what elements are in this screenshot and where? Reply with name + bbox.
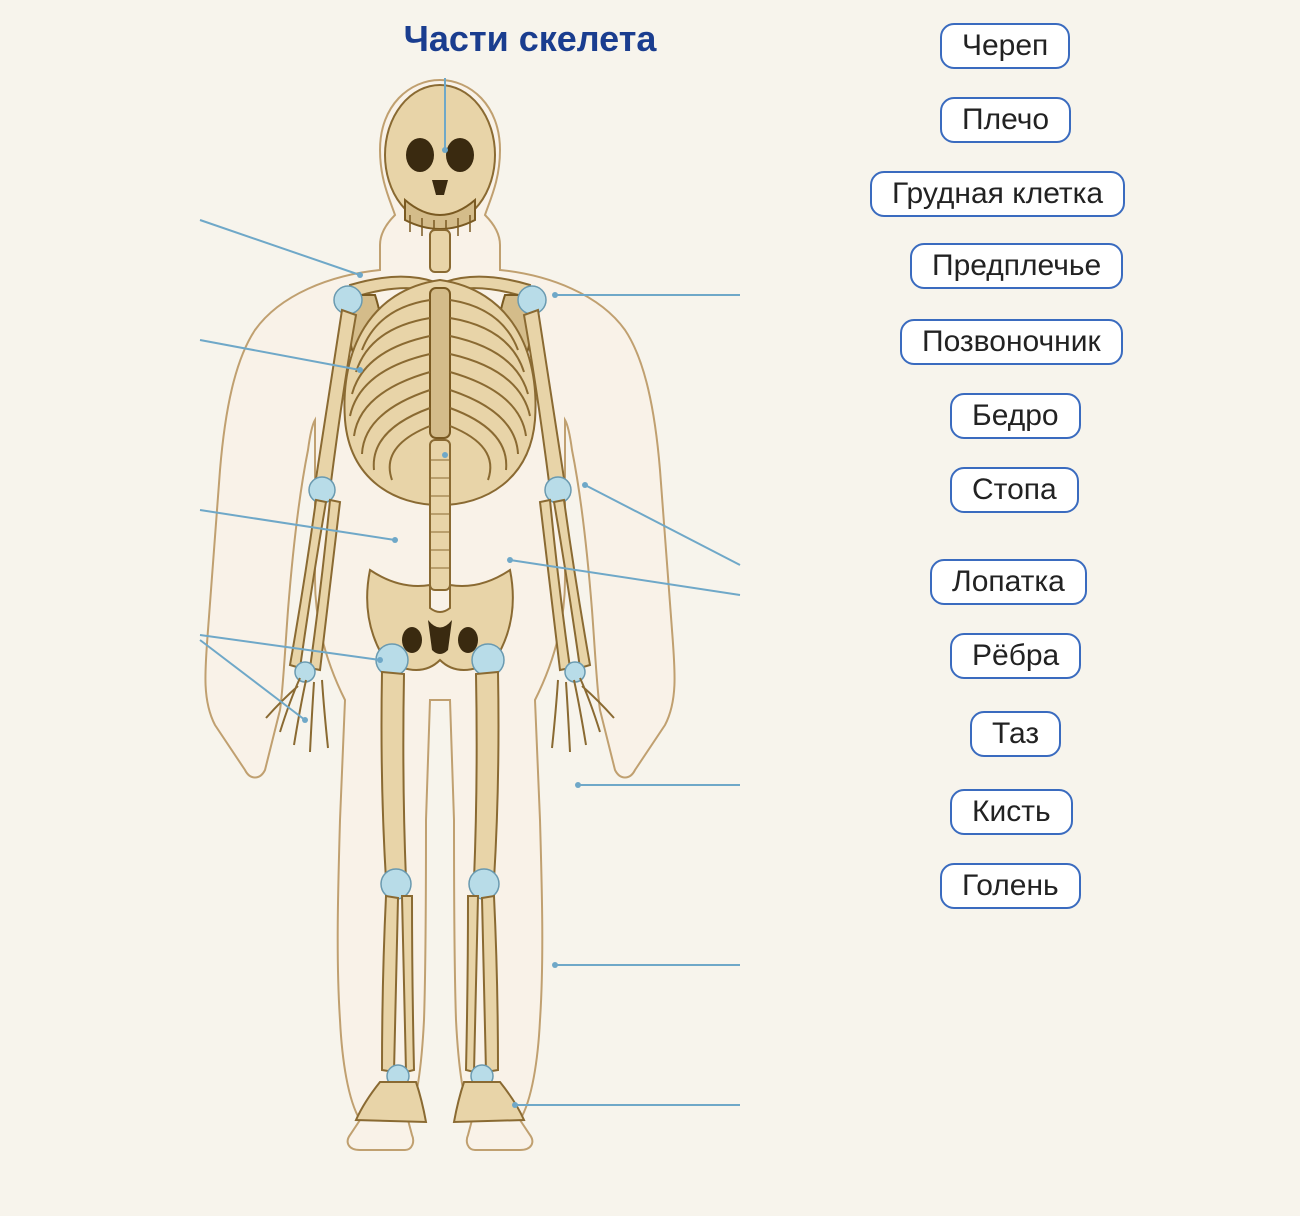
- label-shoulder[interactable]: Плечо: [940, 97, 1071, 143]
- label-thigh[interactable]: Бедро: [950, 393, 1081, 439]
- label-chest[interactable]: Грудная клетка: [870, 171, 1125, 217]
- skeleton-illustration: [130, 60, 750, 1160]
- label-pelvis[interactable]: Таз: [970, 711, 1061, 757]
- spine: [430, 440, 450, 590]
- label-skull[interactable]: Череп: [940, 23, 1070, 69]
- diagram-title: Части скелета: [350, 18, 710, 60]
- label-hand[interactable]: Кисть: [950, 789, 1073, 835]
- page: Части скелета: [0, 0, 1300, 1216]
- label-shin[interactable]: Голень: [940, 863, 1081, 909]
- label-forearm[interactable]: Предплечье: [910, 243, 1123, 289]
- label-ribs[interactable]: Рёбра: [950, 633, 1081, 679]
- label-scapula[interactable]: Лопатка: [930, 559, 1087, 605]
- label-spine[interactable]: Позвоночник: [900, 319, 1123, 365]
- label-foot[interactable]: Стопа: [950, 467, 1079, 513]
